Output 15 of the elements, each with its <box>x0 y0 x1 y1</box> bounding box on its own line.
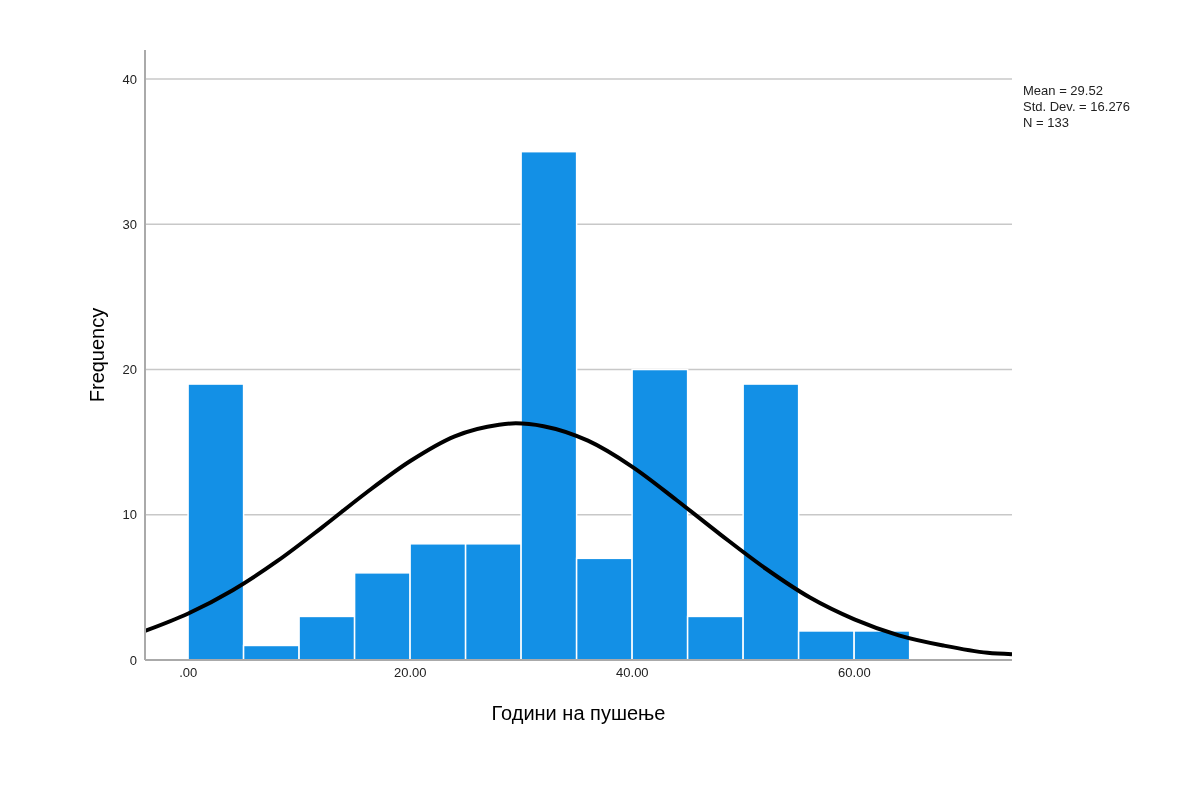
x-tick-label: .00 <box>179 665 198 681</box>
x-axis-title: Години на пушење <box>491 702 666 724</box>
x-tick-label: 40.00 <box>616 665 649 681</box>
y-tick-label: 30 <box>122 216 137 232</box>
y-axis-title: Frequency <box>86 307 109 403</box>
text: N = 133 <box>1023 115 1070 131</box>
text: Std. Dev. = 16.276 <box>1023 99 1131 115</box>
x-tick-label: 20.00 <box>394 665 427 681</box>
y-tick-label: 0 <box>129 652 137 668</box>
line-series <box>145 421 1012 657</box>
y-tick-label: 40 <box>122 71 137 87</box>
text: Mean = 29.52 <box>1023 83 1104 99</box>
x-tick-label: 60.00 <box>838 665 871 681</box>
y-tick-label: 10 <box>122 507 137 523</box>
y-tick-label: 20 <box>122 362 137 378</box>
